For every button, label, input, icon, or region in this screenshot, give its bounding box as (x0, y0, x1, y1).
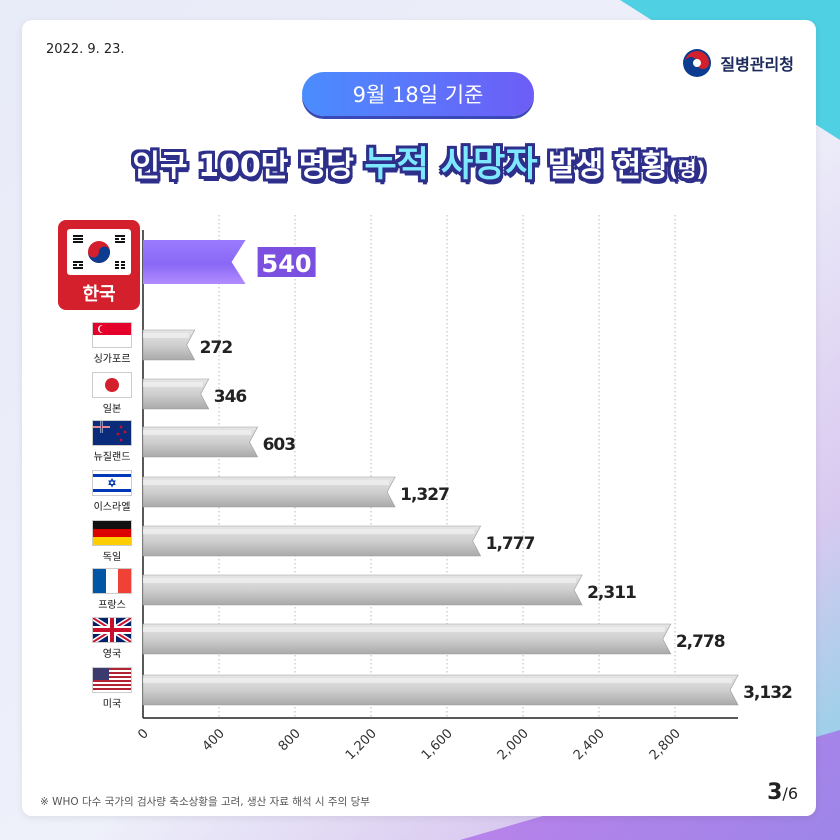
country-name: 프랑스 (98, 600, 126, 611)
page-current: 3 (767, 780, 783, 805)
country-label-item: 싱가포르 (82, 322, 142, 365)
country-label-item: 영국 (82, 617, 142, 660)
country-label-item: 미국 (82, 667, 142, 710)
value-label: 1,777 (486, 534, 535, 554)
value-label: 540 (262, 250, 312, 278)
title-unit: (명) (668, 157, 706, 181)
korea-highlight-box: 한국 (58, 220, 140, 310)
country-label-item: 프랑스 (82, 568, 142, 611)
x-tick-label: 800 (276, 726, 304, 754)
bar-0 (143, 240, 246, 284)
country-name: 미국 (102, 699, 122, 710)
bar-highlight-4 (143, 480, 390, 485)
value-label: 346 (214, 387, 247, 407)
bar-highlight-8 (143, 678, 733, 683)
country-name: 뉴질랜드 (93, 452, 131, 463)
value-label: 3,132 (743, 683, 792, 703)
x-tick-label: 2,800 (647, 726, 684, 763)
x-tick-label: 0 (135, 726, 151, 742)
x-tick-label: 400 (200, 726, 228, 754)
bar-highlight-2 (143, 382, 203, 387)
flag-israel-icon (92, 470, 132, 496)
kdca-emblem-icon (683, 49, 712, 77)
agency-name: 질병관리청 (720, 55, 794, 74)
flag-korea-icon (67, 229, 131, 275)
bar-highlight-5 (143, 529, 475, 534)
country-label-item: 이스라엘 (82, 470, 142, 513)
country-name: 일본 (102, 404, 122, 415)
country-label-item: 독일 (82, 520, 142, 563)
bar-highlight-1 (143, 333, 189, 338)
x-tick-label: 1,600 (419, 726, 456, 763)
reference-date-badge: 9월 18일 기준 (302, 72, 534, 116)
flag-usa-icon (92, 667, 132, 693)
x-tick-label: 2,000 (495, 726, 532, 763)
value-label-bg-korea (257, 247, 316, 277)
bar-highlight-6 (143, 578, 577, 583)
flag-france-icon (92, 568, 132, 594)
country-name: 싱가포르 (93, 354, 131, 365)
title-part1: 인구 100만 명당 (132, 149, 354, 184)
title-part2: 발생 현황 (548, 149, 669, 184)
page-total: /6 (782, 784, 798, 803)
bar-highlight-7 (143, 627, 665, 632)
value-label: 603 (263, 435, 296, 455)
footnote: ※ WHO 다수 국가의 검사량 축소상황을 고려, 생산 자료 해석 시 주의… (40, 796, 370, 808)
country-label-korea: 한국 (82, 284, 116, 305)
agency-logo: 질병관리청 (682, 48, 794, 78)
country-name: 이스라엘 (93, 502, 131, 513)
flag-newzealand-icon (92, 420, 132, 446)
bar-highlight-3 (143, 430, 252, 435)
value-label: 272 (200, 338, 233, 358)
flag-germany-icon (92, 520, 132, 546)
country-name: 독일 (102, 552, 122, 563)
title-highlight: 누적 사망자 (364, 145, 538, 185)
value-label: 1,327 (400, 485, 449, 505)
flag-uk-icon (92, 617, 132, 643)
x-tick-label: 1,200 (343, 726, 380, 763)
value-label: 2,778 (676, 632, 725, 652)
x-tick-label: 2,400 (571, 726, 608, 763)
page-indicator: 3/6 (767, 780, 798, 805)
date-label: 2022. 9. 23. (46, 42, 125, 57)
country-name: 영국 (102, 649, 122, 660)
country-label-item: 뉴질랜드 (82, 420, 142, 463)
flag-japan-icon (92, 372, 132, 398)
flag-singapore-icon (92, 322, 132, 348)
country-label-item: 일본 (82, 372, 142, 415)
chart-title: 인구 100만 명당 누적 사망자 발생 현황(명) (22, 136, 816, 187)
value-label: 2,311 (587, 583, 636, 603)
